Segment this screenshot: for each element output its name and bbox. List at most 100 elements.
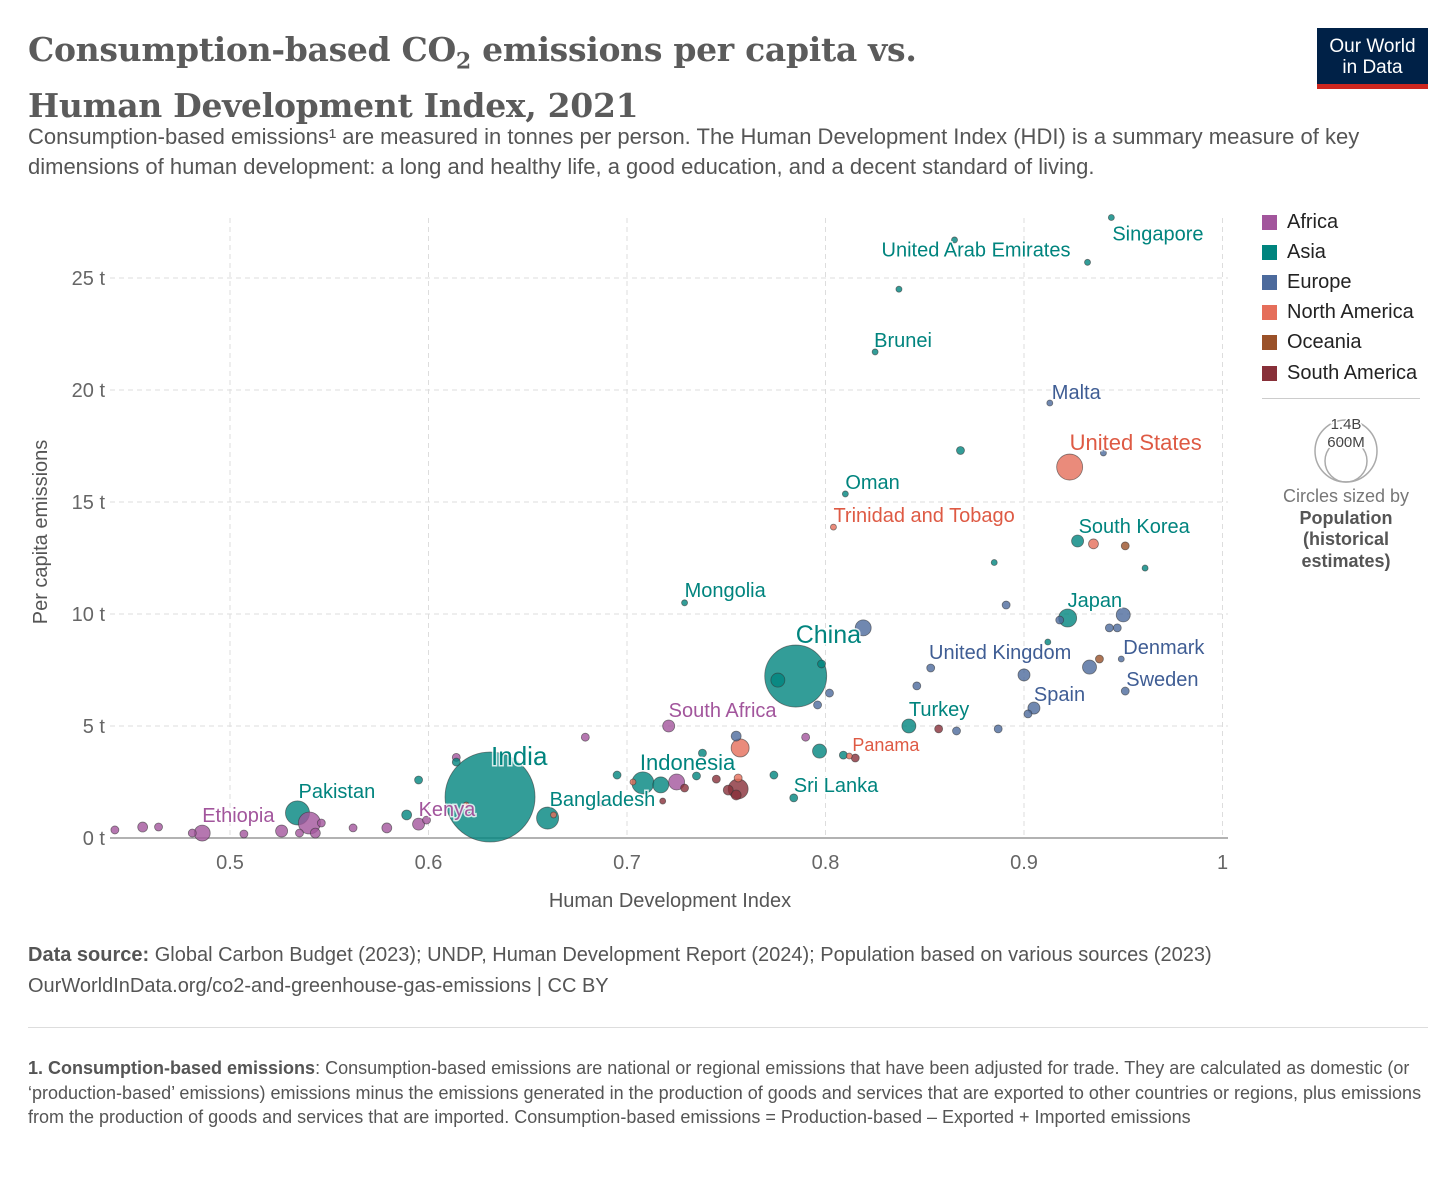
point-label: Trinidad and Tobago xyxy=(833,505,1014,527)
data-point xyxy=(680,783,689,793)
legend-item-europe[interactable]: Europe xyxy=(1262,267,1422,297)
x-tick-label: 0.9 xyxy=(1010,852,1038,874)
point-label: Singapore xyxy=(1112,224,1203,246)
size-caption-text: Circles sized by xyxy=(1282,486,1410,506)
legend-label: North America xyxy=(1287,301,1414,324)
data-point xyxy=(462,801,470,809)
point-label: Ethiopia xyxy=(202,805,275,827)
source-text: Global Carbon Budget (2023); UNDP, Human… xyxy=(149,944,1212,966)
data-point xyxy=(1082,659,1097,675)
legend-item-africa[interactable]: Africa xyxy=(1262,207,1422,237)
data-point-malta xyxy=(1046,399,1054,407)
data-point xyxy=(110,825,120,835)
size-variable-1: Population xyxy=(1299,507,1393,528)
point-label: United Arab Emirates xyxy=(882,239,1071,261)
data-point xyxy=(659,797,667,805)
data-point-denmark xyxy=(1117,655,1125,663)
source-label: Data source: xyxy=(28,944,150,966)
data-point xyxy=(422,815,431,825)
data-point xyxy=(926,663,936,673)
legend-item-north-america[interactable]: North America xyxy=(1262,298,1422,328)
legend-label: Europe xyxy=(1287,270,1352,293)
data-point xyxy=(381,822,393,834)
footnote-label: 1. Consumption-based emissions xyxy=(28,1058,316,1078)
point-label: China xyxy=(796,621,861,649)
legend-label: South America xyxy=(1287,361,1418,384)
data-point xyxy=(952,726,961,736)
data-point xyxy=(401,809,413,821)
data-point xyxy=(722,784,734,796)
data-point-south-korea xyxy=(1071,534,1085,548)
point-label: South Korea xyxy=(1079,516,1191,538)
size-label-small: 600M xyxy=(1327,434,1365,451)
data-point xyxy=(414,775,423,785)
y-tick-label: 15 t xyxy=(72,492,106,514)
data-point xyxy=(550,811,557,819)
point-label: Panama xyxy=(852,735,920,755)
data-point-south-africa xyxy=(662,719,676,733)
data-point xyxy=(629,778,637,786)
legend-swatch xyxy=(1262,335,1277,351)
data-point xyxy=(854,619,872,637)
data-point xyxy=(275,824,289,838)
y-axis-title: Per capita emissions xyxy=(30,440,52,625)
legend-divider xyxy=(1262,398,1420,400)
data-point xyxy=(1104,623,1114,633)
point-label: Oman xyxy=(845,472,899,494)
data-point xyxy=(1112,623,1122,633)
data-point-sweden xyxy=(1120,686,1130,696)
data-point xyxy=(990,559,998,566)
data-point-united-states xyxy=(1056,453,1084,481)
legend-swatch xyxy=(1262,214,1277,230)
data-point xyxy=(154,822,163,832)
legend-item-oceania[interactable]: Oceania xyxy=(1262,328,1422,358)
data-point xyxy=(1115,607,1131,623)
point-label: South Africa xyxy=(669,700,778,722)
data-point-kenya xyxy=(412,817,425,831)
data-point xyxy=(730,789,742,801)
data-point xyxy=(698,748,707,758)
legend-label: Asia xyxy=(1287,240,1326,263)
point-label: United States xyxy=(1070,430,1202,455)
data-point xyxy=(451,757,461,767)
point-label: Malta xyxy=(1052,382,1102,404)
data-point-trinidad-and-tobago xyxy=(830,523,837,531)
data-point-china xyxy=(764,644,828,708)
data-point xyxy=(580,732,590,742)
size-label-large: 1.4B xyxy=(1331,416,1362,433)
scatter-chart: 0 t 5 t 10 t 15 t 20 t 25 t 0.5 0.6 0.7 0.8 0.9 1 Hu… xyxy=(30,214,1228,912)
y-tick-label: 0 t xyxy=(83,828,106,850)
data-point xyxy=(912,681,922,691)
data-point xyxy=(730,730,742,742)
point-label: India xyxy=(491,741,548,771)
title-text: Consumption-based CO xyxy=(28,30,456,69)
data-point xyxy=(951,236,958,244)
legend-item-south-america[interactable]: South America xyxy=(1262,358,1422,388)
size-legend-circles: 1.4B 600M xyxy=(1314,415,1378,483)
logo-line-2: in Data xyxy=(1342,57,1403,78)
data-point xyxy=(295,828,304,838)
data-point xyxy=(316,818,326,828)
data-point xyxy=(1120,541,1130,551)
size-caption: Circles sized by Population (historical … xyxy=(1262,486,1430,572)
color-legend: Africa Asia Europe North America Oceania Sout… xyxy=(1262,207,1422,400)
point-label: Pakistan xyxy=(298,781,375,803)
point-label: Indonesia xyxy=(640,750,736,775)
data-point xyxy=(1023,709,1033,719)
point-label: Kenya xyxy=(419,799,477,821)
point-label: Sweden xyxy=(1126,669,1198,691)
size-legend: 1.4B 600M xyxy=(1262,400,1430,495)
chart-title: Consumption-based CO2 emissions per capi… xyxy=(28,28,1028,128)
x-tick-label: 0.5 xyxy=(216,852,244,874)
point-label: United Kingdom xyxy=(929,642,1071,664)
data-point xyxy=(733,773,743,783)
footnote: 1. Consumption-based emissions: Consumpt… xyxy=(28,1056,1428,1130)
legend-item-asia[interactable]: Asia xyxy=(1262,237,1422,267)
point-label: Mongolia xyxy=(685,580,767,602)
source-url[interactable]: OurWorldInData.org/co2-and-greenhouse-ga… xyxy=(28,975,609,997)
data-point xyxy=(956,446,965,455)
data-point xyxy=(1055,615,1065,625)
data-point xyxy=(309,827,321,839)
x-axis-title: Human Development Index xyxy=(549,890,791,912)
owid-logo[interactable]: Our World in Data xyxy=(1317,28,1428,89)
